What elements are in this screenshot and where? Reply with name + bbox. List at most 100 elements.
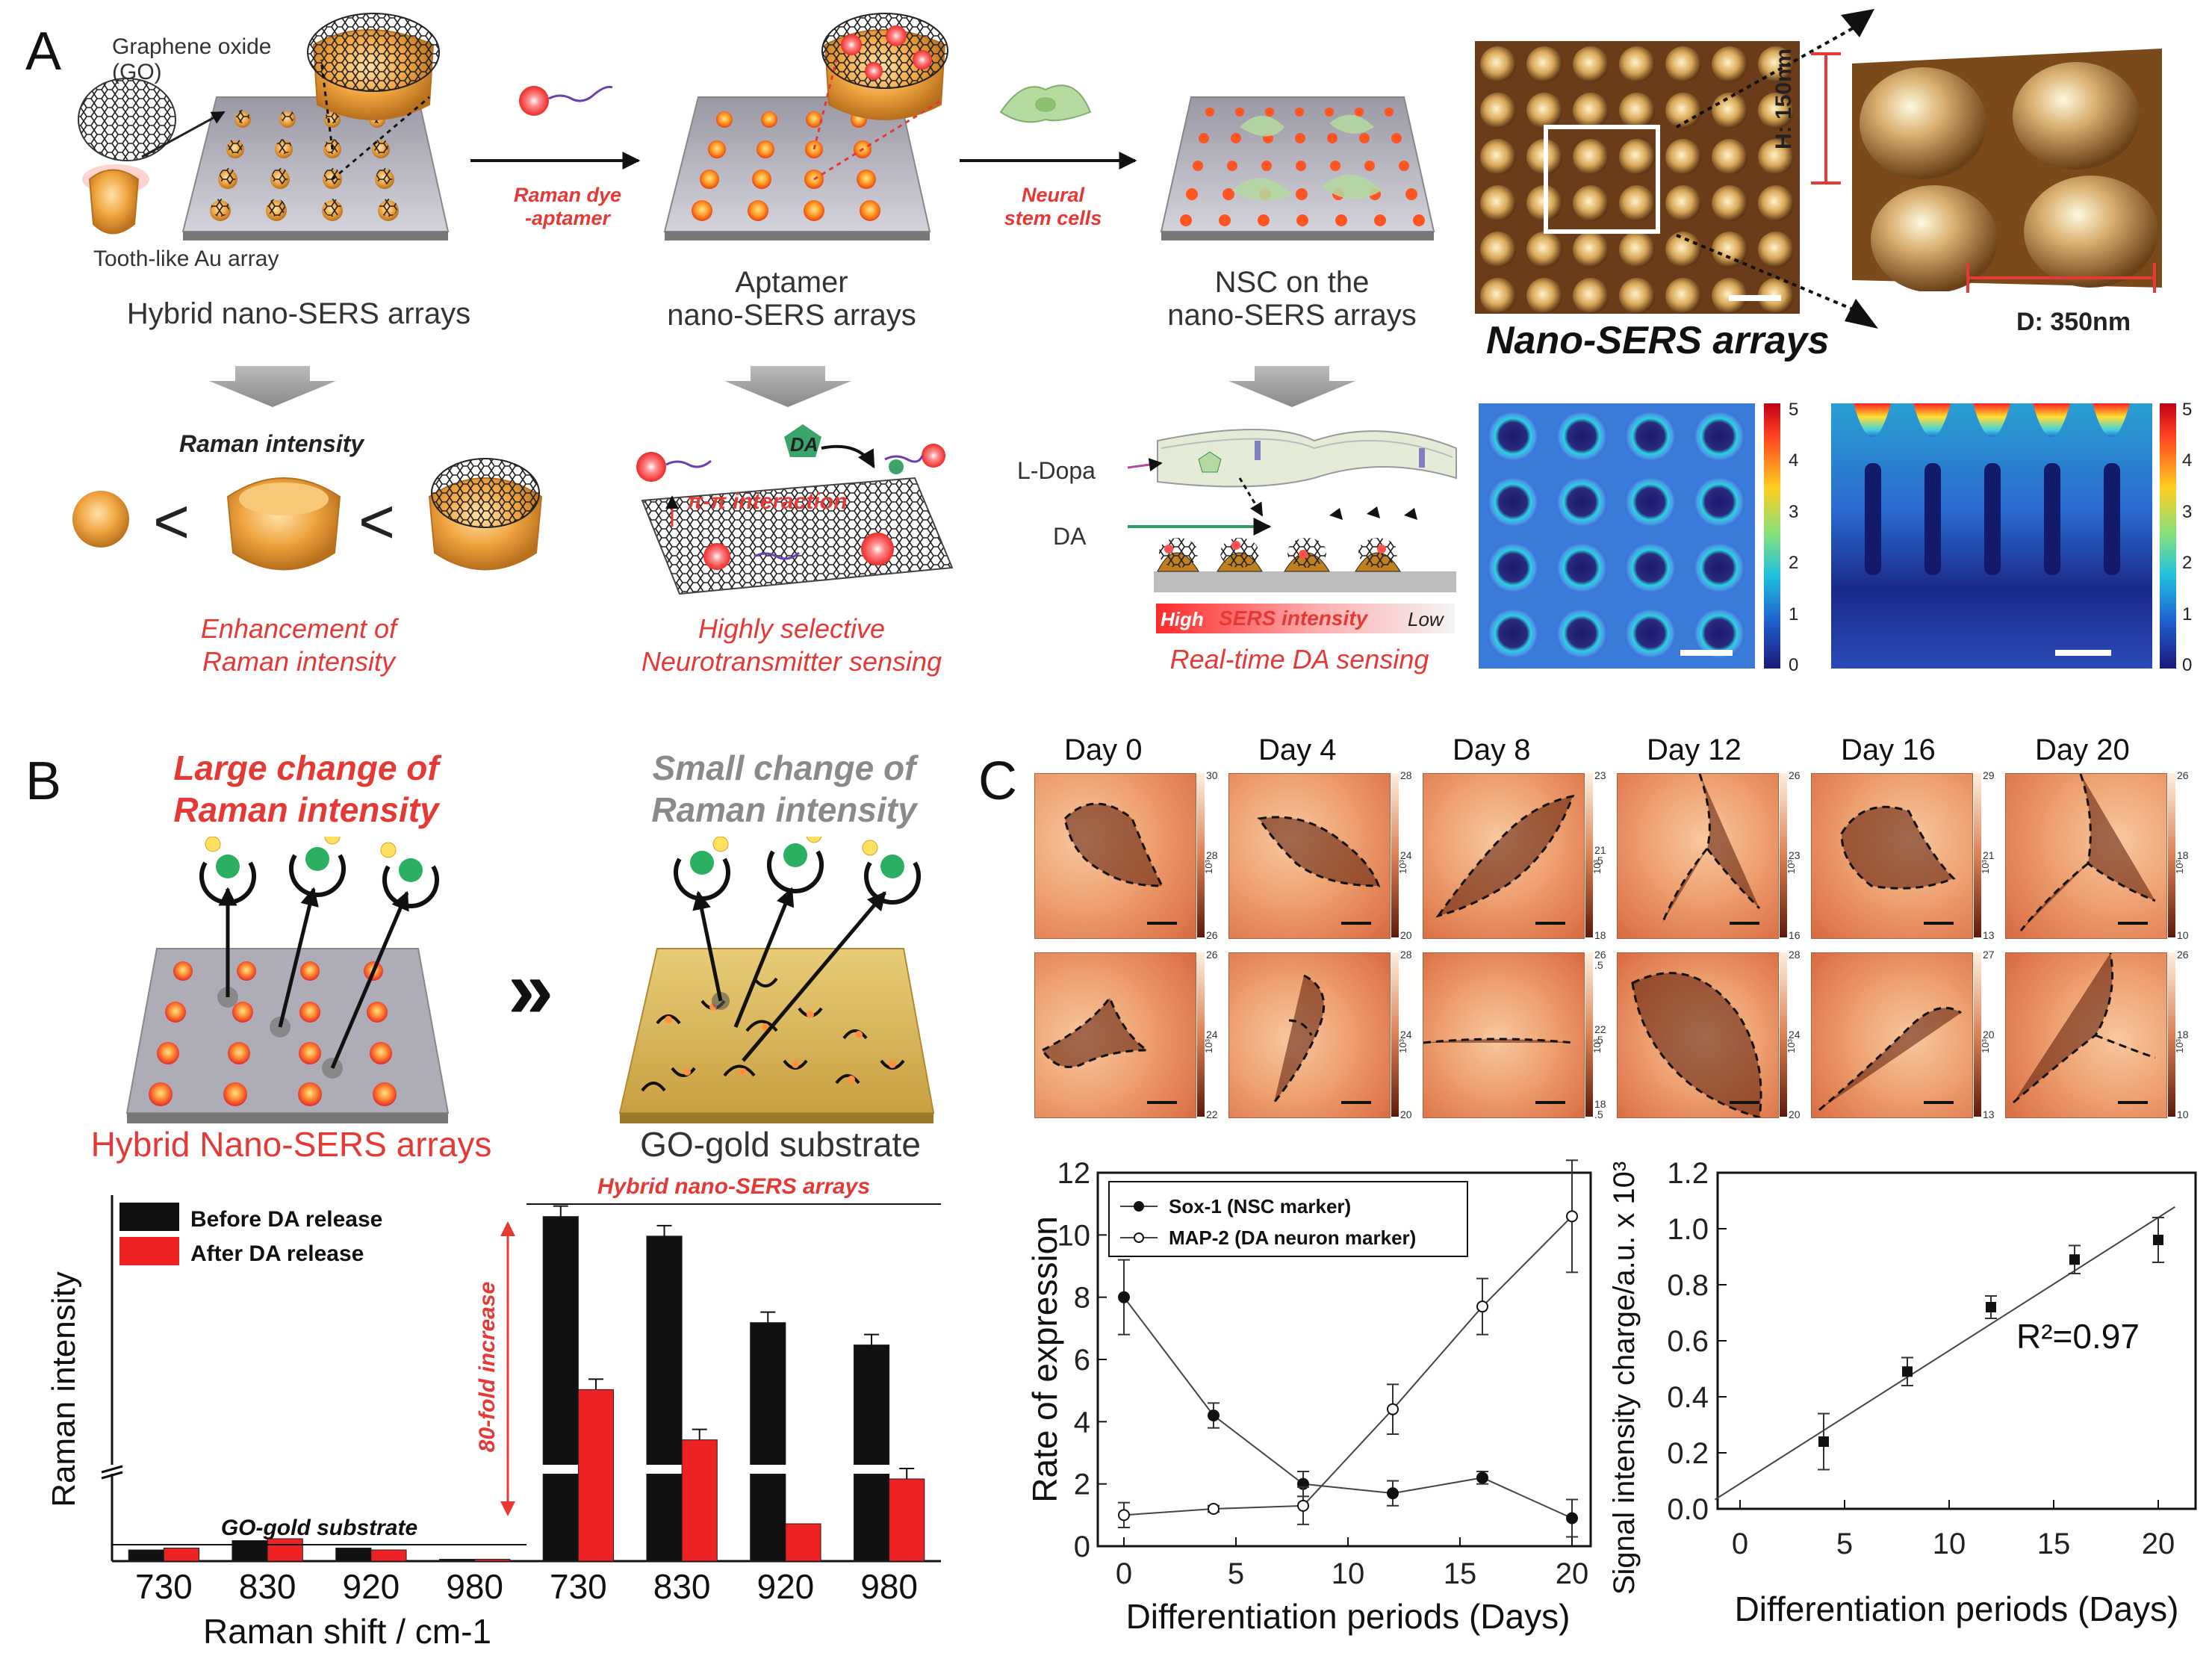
legend-box [1108,1181,1468,1257]
map-colorbar-ticks: 28 24 20 [1400,770,1412,940]
colorbar-2-ticks: 5 4 3 2 1 0 [2182,400,2192,676]
map-tick: 16 [1789,929,1801,941]
bar [542,1216,579,1562]
x-tick-label: 5 [1228,1557,1244,1590]
da-label: DA [1053,523,1087,550]
y-axis-label: Raman intensity [46,1271,82,1507]
raman-map [2005,952,2167,1118]
tooth-cup-illustration [88,169,140,235]
r-squared-annotation: R²=0.97 [2016,1317,2140,1356]
bar-break [644,1465,684,1474]
bar [750,1322,786,1562]
height-label: H: 150nm [1771,48,1796,149]
map-colorbar [1974,952,1981,1117]
panel-a-label: A [25,22,62,81]
map-tick: 26 .5 [1594,949,1606,971]
map-unit: 10³ [1202,860,1214,874]
raman-map-overlay [1661,774,1761,925]
fold-annotation: 80-fold increase [475,1282,500,1452]
map-unit: 10³ [1785,860,1797,874]
x-axis-label: Differentiation periods (Days) [1126,1597,1571,1636]
cell-outline [1435,794,1575,918]
map-colorbar [1391,952,1399,1117]
day-label: Day 20 [2035,734,2130,766]
map-colorbar-ticks: 23 21 .5 18 [1594,770,1606,940]
y-tick-label: 6 [1074,1344,1090,1377]
x-tick-label: 920 [757,1567,815,1606]
x-tick-label: 10 [1332,1557,1365,1590]
map-unit: 10³ [1202,1039,1214,1053]
x-tick-label: 920 [343,1567,400,1606]
map-unit: 10³ [2173,860,2185,874]
panel-a-schematic [72,13,1457,633]
cell-region [1842,807,1954,889]
x-tick-label: 830 [239,1567,296,1606]
map-colorbar [1391,773,1399,937]
ldopa-label: L-Dopa [1017,457,1096,484]
enhancement-caption: Enhancement of Raman intensity [200,613,397,677]
data-point [1566,1210,1578,1223]
cb2-tick: 0 [2182,654,2193,675]
low-label: Low [1408,608,1444,630]
y-tick-label: 10 [1057,1219,1091,1252]
raman-map [1228,773,1391,939]
bar-break [541,1465,580,1474]
cell-region [1423,1039,1573,1043]
day-label: Day 4 [1258,734,1337,766]
comparison-symbol: » [508,943,554,1035]
map-colorbar-ticks: 26 23 16 [1789,770,1801,940]
map-tick: 20 [1789,1108,1801,1120]
bar [474,1559,511,1562]
cell-outline [1273,974,1326,1103]
day-labels: Day 0 Day 4 Day 8 Day 12 Day 16 Day 20 [1034,734,2199,771]
y-tick-label: 2 [1074,1469,1090,1501]
map-tick: 18 .5 [1594,1098,1606,1120]
map-tick: 10 [2177,929,2189,941]
x-tick-label: 980 [446,1567,503,1606]
map-colorbar [1780,952,1787,1117]
legend-marker [1134,1232,1144,1243]
bar [785,1523,821,1562]
nano-sers-title: Nano-SERS arrays [1486,319,1830,362]
cell-outline [1257,816,1381,887]
map-tick: 28 [1789,949,1801,961]
map-tick: 30 [1206,769,1218,781]
map-tick: 24 [1206,1029,1218,1041]
map-colorbar-ticks: 28 24 20 [1789,949,1801,1120]
map-tick: 23 [1789,849,1801,861]
cell-region [2021,774,2155,931]
day-label: Day 0 [1064,734,1143,766]
plate-aptamer-array [663,96,931,241]
map-tick: 26 [2177,949,2189,961]
less-than-1: < [153,486,190,556]
map-colorbar-ticks: 28 24 20 [1400,949,1412,1120]
data-point [1387,1403,1399,1415]
cell-region [1259,817,1379,886]
bar [681,1439,718,1562]
map-colorbar [1197,952,1205,1117]
cell-outline [2013,953,2156,1104]
field-map-side-view [1831,403,2152,669]
data-point [1118,1509,1130,1522]
map-tick: 29 [1983,769,1995,781]
raman-map-overlay [1631,972,1762,1117]
bar-break [748,1465,787,1474]
field-map-top-view [1479,403,1755,669]
raman-map-overlay [1257,816,1381,925]
y-tick-label: 0.4 [1667,1381,1709,1414]
data-point [1476,1300,1488,1313]
cell-outline [1661,774,1761,924]
axis-break-mark [101,1465,123,1474]
y-tick-label: 0.0 [1667,1493,1709,1526]
cell-region [1819,1008,1961,1110]
legend-label: MAP-2 (DA neuron marker) [1169,1226,1416,1249]
map-colorbar [1197,773,1205,937]
da-badge: DA [790,433,818,456]
x-tick-label: 730 [550,1567,607,1606]
cell-outline [1840,805,1956,890]
cb1-tick: 0 [1789,654,1799,675]
raman-map [1617,952,1779,1118]
bar [267,1538,303,1562]
panel-b-schematic [125,837,935,1123]
map-tick: 13 [1983,929,1995,941]
